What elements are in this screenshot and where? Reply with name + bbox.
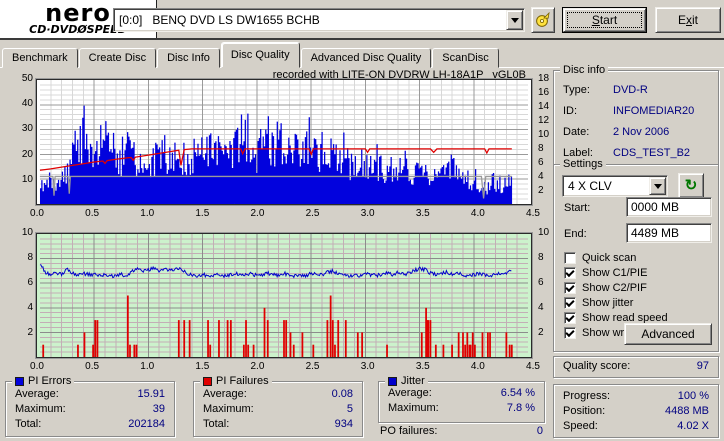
settings-title: Settings: [560, 158, 606, 170]
progress-label: Progress:: [563, 390, 611, 402]
drive-select[interactable]: [0:0] BENQ DVD LS DW1655 BCHB: [113, 8, 525, 32]
jitter-maximum: 7.8 %: [506, 402, 535, 414]
pi-errors-legend: PI Errors: [12, 375, 75, 387]
jitter-color-swatch: [388, 376, 397, 386]
progress-value: 100 %: [677, 390, 709, 402]
top-toolbar: nero CD·DVDØSPEED [0:0] BENQ DVD LS DW16…: [0, 0, 724, 40]
pi-failures-average: 0.08: [331, 388, 353, 400]
start-button[interactable]: Start: [562, 7, 647, 33]
show-c2-pif-checkbox[interactable]: [564, 281, 576, 294]
quality-score-label: Quality score:: [563, 360, 631, 372]
checkbox-show-c2-pif[interactable]: Show C2/PIF: [564, 281, 647, 294]
disc-label-label: Label:: [563, 147, 593, 159]
logo-cdspeed-text: CD·DVDØSPEED: [29, 22, 127, 36]
start-position-field[interactable]: 0000 MB: [626, 197, 712, 217]
start-position-label: Start:: [564, 202, 591, 214]
pi-errors-total: 202184: [128, 418, 165, 430]
tab-disc-info[interactable]: Disc Info: [157, 48, 220, 68]
pi-errors-color-swatch: [15, 376, 24, 386]
jitter-legend: Jitter: [385, 375, 428, 387]
disc-info-group: Disc info Type: DVD-R ID: INFOMEDIAR20 Dat…: [553, 64, 719, 166]
end-position-field[interactable]: 4489 MB: [626, 223, 712, 243]
tab-advanced-disc-quality[interactable]: Advanced Disc Quality: [300, 48, 432, 68]
pi-failures-maximum: 5: [346, 403, 353, 415]
checkbox-show-read-speed[interactable]: Show read speed: [564, 311, 668, 324]
disc-info-title: Disc info: [560, 64, 609, 76]
quality-score-value: 97: [696, 360, 709, 372]
tab-bar: Benchmark Create Disc Disc Info Disc Qua…: [2, 42, 500, 68]
pi-failures-stats: PI Failures Average: 0.08 Maximum: 5 Total…: [193, 375, 363, 437]
dropdown-arrow-icon[interactable]: [506, 10, 523, 30]
show-write-speed-checkbox[interactable]: [564, 326, 576, 339]
checkbox-quick-scan[interactable]: Quick scan: [564, 251, 636, 264]
position-label: Position:: [563, 405, 606, 417]
drive-select-value: [0:0] BENQ DVD LS DW1655 BCHB: [119, 13, 320, 27]
disc-type-value: DVD-R: [613, 84, 648, 96]
pi-errors-stats: PI Errors Average: 15.91 Maximum: 39 Total…: [5, 375, 175, 437]
pi-failures-legend: PI Failures: [200, 375, 272, 387]
po-failures-label: PO failures:: [380, 425, 438, 437]
speed-value: 4.02 X: [677, 420, 709, 432]
series-jitter: [39, 264, 512, 279]
quick-scan-label: Quick scan: [582, 251, 637, 264]
scan-speed-value: 4 X CLV: [568, 179, 612, 193]
pi-failures-color-swatch: [203, 376, 212, 386]
po-failures-value: 0: [536, 425, 543, 437]
series-read-speed: [39, 175, 512, 199]
tab-scandisc[interactable]: ScanDisc: [432, 48, 499, 68]
logo-nero-text: nero: [45, 0, 111, 27]
quick-scan-checkbox[interactable]: [564, 251, 576, 264]
series-pi-errors: [39, 105, 513, 204]
pi-errors-chart: [36, 79, 532, 205]
jitter-stats: Jitter Average: 6.54 % Maximum: 7.8 %: [378, 375, 545, 423]
show-c1-pie-checkbox[interactable]: [564, 266, 576, 279]
checkbox-show-jitter[interactable]: Show jitter: [564, 296, 633, 309]
tab-benchmark[interactable]: Benchmark: [2, 48, 78, 68]
pi-errors-average: 15.91: [137, 388, 165, 400]
progress-panel: Progress: 100 % Position: 4488 MB Speed: 4.…: [553, 384, 719, 438]
quality-score-panel: Quality score: 97: [553, 356, 719, 378]
settings-group: Settings 4 X CLV ↻ Start: 0000 MB End: 4…: [553, 158, 719, 352]
dropdown-arrow-icon[interactable]: [649, 177, 666, 195]
exit-button-label: E: [677, 13, 686, 27]
refresh-button[interactable]: ↻: [678, 173, 704, 198]
show-jitter-label: Show jitter: [582, 296, 634, 309]
disc-type-label: Type:: [563, 84, 590, 96]
start-button-label: S: [591, 13, 600, 27]
end-position-label: End:: [564, 228, 587, 240]
jitter-pif-chart: [36, 233, 532, 358]
show-c1-pie-label: Show C1/PIE: [582, 266, 648, 279]
position-value: 4488 MB: [664, 405, 709, 417]
checkbox-show-c1-pie[interactable]: Show C1/PIE: [564, 266, 647, 279]
series-write-speed: [39, 148, 512, 171]
exit-button[interactable]: Exit: [655, 7, 721, 33]
chart-title: recorded with LITE-ON DVDRW LH-18A1P vGL…: [272, 69, 526, 81]
eject-disc-icon: [536, 12, 550, 27]
pi-errors-maximum: 39: [152, 403, 165, 415]
tab-disc-quality[interactable]: Disc Quality: [220, 42, 300, 68]
advanced-button[interactable]: Advanced: [624, 323, 712, 345]
refresh-icon: ↻: [684, 177, 698, 194]
show-read-speed-label: Show read speed: [582, 311, 668, 324]
disc-id-label: ID:: [563, 105, 578, 117]
scan-speed-select[interactable]: 4 X CLV: [562, 175, 668, 197]
speed-label: Speed:: [563, 420, 598, 432]
eject-button[interactable]: [531, 7, 555, 33]
jitter-average: 6.54 %: [500, 387, 535, 399]
disc-date-value: 2 Nov 2006: [613, 126, 670, 138]
po-failures-row: PO failures: 0: [380, 425, 543, 437]
show-c2-pif-label: Show C2/PIF: [582, 281, 647, 294]
tab-create-disc[interactable]: Create Disc: [78, 48, 157, 68]
show-jitter-checkbox[interactable]: [564, 296, 576, 309]
show-read-speed-checkbox[interactable]: [564, 311, 576, 324]
pi-failures-total: 934: [334, 418, 353, 430]
disc-label-value: CDS_TEST_B2: [613, 147, 691, 159]
disc-date-label: Date:: [563, 126, 590, 138]
disc-id-value: INFOMEDIAR20: [613, 105, 695, 117]
